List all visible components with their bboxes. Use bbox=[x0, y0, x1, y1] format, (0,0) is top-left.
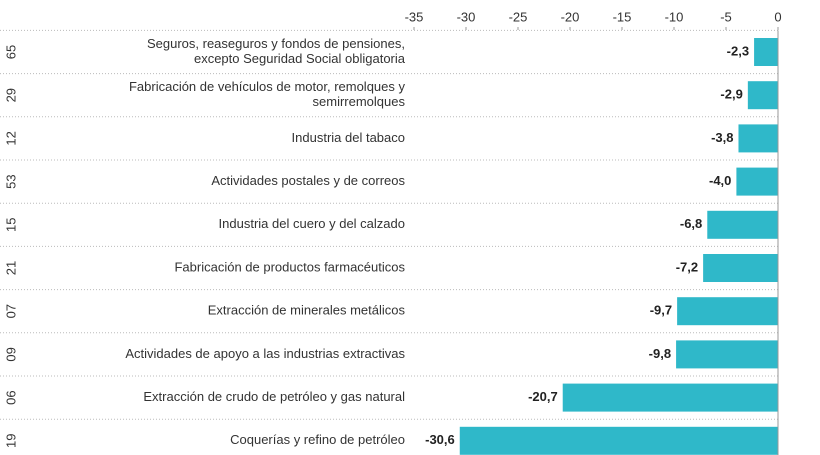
value-label: -2,9 bbox=[720, 87, 742, 102]
bar bbox=[747, 81, 778, 110]
x-tick-label: -10 bbox=[665, 9, 684, 24]
category-code: 53 bbox=[3, 174, 18, 188]
category-code: 09 bbox=[3, 347, 18, 361]
category-label: Seguros, reaseguros y fondos de pensione… bbox=[147, 36, 405, 51]
category-label: Actividades de apoyo a las industrias ex… bbox=[125, 346, 405, 361]
value-label: -4,0 bbox=[709, 173, 731, 188]
bar bbox=[676, 340, 778, 369]
value-label: -2,3 bbox=[727, 43, 749, 58]
x-tick-label: -20 bbox=[561, 9, 580, 24]
category-code: 06 bbox=[3, 390, 18, 404]
bar bbox=[738, 124, 778, 153]
category-label: Coquerías y refino de petróleo bbox=[230, 432, 405, 447]
value-label: -20,7 bbox=[528, 389, 558, 404]
value-label: -6,8 bbox=[680, 216, 702, 231]
category-code: 21 bbox=[3, 261, 18, 275]
value-label: -3,8 bbox=[711, 130, 733, 145]
category-label: Extracción de crudo de petróleo y gas na… bbox=[143, 389, 405, 404]
category-label: Fabricación de productos farmacéuticos bbox=[174, 259, 405, 274]
category-code: 29 bbox=[3, 88, 18, 102]
category-code: 15 bbox=[3, 218, 18, 232]
category-label: Actividades postales y de correos bbox=[211, 173, 405, 188]
category-label: Extracción de minerales metálicos bbox=[208, 303, 406, 318]
x-tick-label: -15 bbox=[613, 9, 632, 24]
bar bbox=[736, 167, 778, 196]
bar bbox=[754, 38, 778, 66]
category-code: 65 bbox=[3, 45, 18, 59]
bar bbox=[677, 297, 778, 326]
category-code: 12 bbox=[3, 131, 18, 145]
bar bbox=[707, 210, 778, 239]
bar bbox=[562, 383, 778, 412]
category-label: Industria del tabaco bbox=[292, 130, 405, 145]
x-tick-label: -30 bbox=[457, 9, 476, 24]
category-code: 19 bbox=[3, 434, 18, 448]
bar bbox=[459, 426, 778, 455]
x-tick-label: 0 bbox=[774, 9, 781, 24]
value-label: -7,2 bbox=[676, 259, 698, 274]
bar bbox=[703, 254, 778, 282]
value-label: -9,8 bbox=[649, 346, 671, 361]
category-label: Fabricación de vehículos de motor, remol… bbox=[129, 79, 406, 94]
x-tick-label: -5 bbox=[720, 9, 732, 24]
x-tick-label: -25 bbox=[509, 9, 528, 24]
category-label: excepto Seguridad Social obligatoria bbox=[194, 51, 406, 66]
value-label: -9,7 bbox=[650, 303, 672, 318]
category-label: Industria del cuero y del calzado bbox=[219, 216, 405, 231]
value-label: -30,6 bbox=[425, 432, 455, 447]
category-label: semirremolques bbox=[313, 94, 406, 109]
category-code: 07 bbox=[3, 304, 18, 318]
x-tick-label: -35 bbox=[405, 9, 424, 24]
